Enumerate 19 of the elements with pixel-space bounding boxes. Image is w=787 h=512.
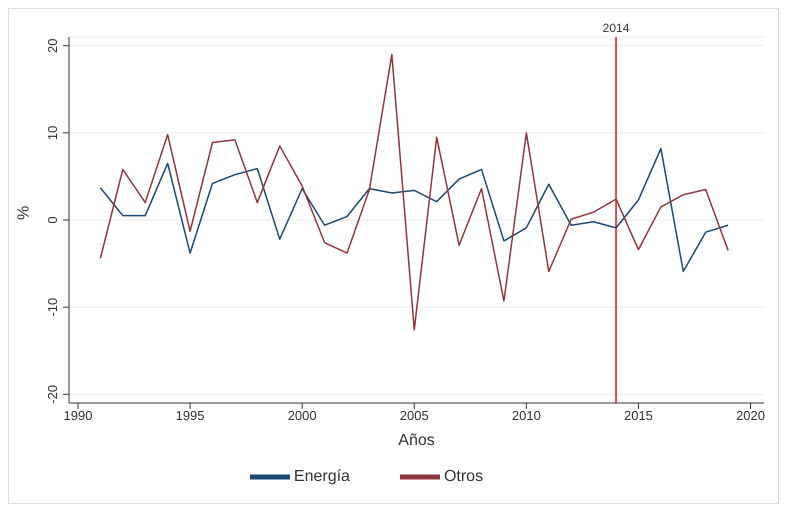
x-tick-label: 2020 [736,408,766,424]
ref-line-label: 2014 [602,21,630,35]
x-tick-label: 1990 [64,408,92,424]
line-series [100,54,729,331]
y-tick-label: 20 [45,38,60,53]
x-tick-label: 2015 [624,408,653,424]
line-series [100,148,729,272]
y-tick-label: 0 [45,216,60,224]
x-tick-label: 2005 [400,408,429,424]
x-tick-label: 1995 [176,408,205,424]
legend-label: Otros [444,468,484,486]
x-tick-label: 2000 [288,408,317,424]
x-tick-label: 2010 [512,408,541,424]
x-axis-title: Años [398,432,435,449]
y-tick-label: -10 [45,298,60,317]
y-tick-label: 10 [45,126,60,140]
legend-label: Energía [294,468,350,486]
y-tick-label: -20 [45,384,60,404]
y-axis-title: % [16,206,33,220]
